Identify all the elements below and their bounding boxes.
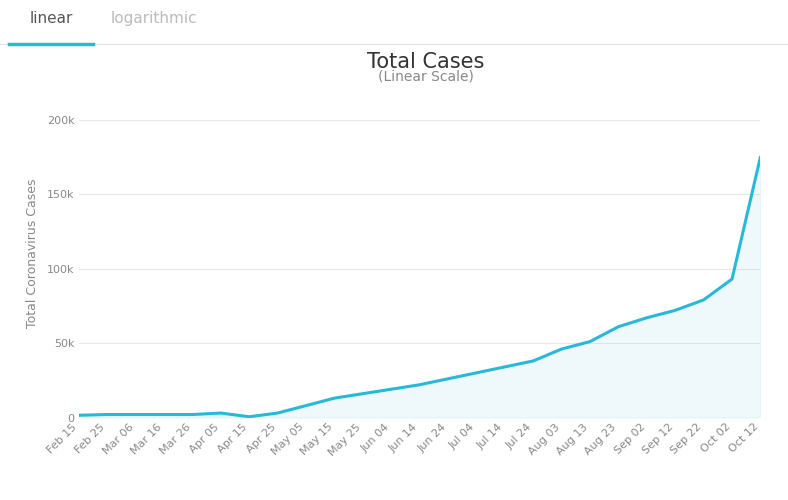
Text: linear: linear bbox=[29, 10, 73, 26]
Text: logarithmic: logarithmic bbox=[110, 10, 197, 26]
Text: (Linear Scale): (Linear Scale) bbox=[377, 69, 474, 83]
Text: Total Cases: Total Cases bbox=[367, 52, 484, 72]
Y-axis label: Total Coronavirus Cases: Total Coronavirus Cases bbox=[26, 179, 39, 328]
